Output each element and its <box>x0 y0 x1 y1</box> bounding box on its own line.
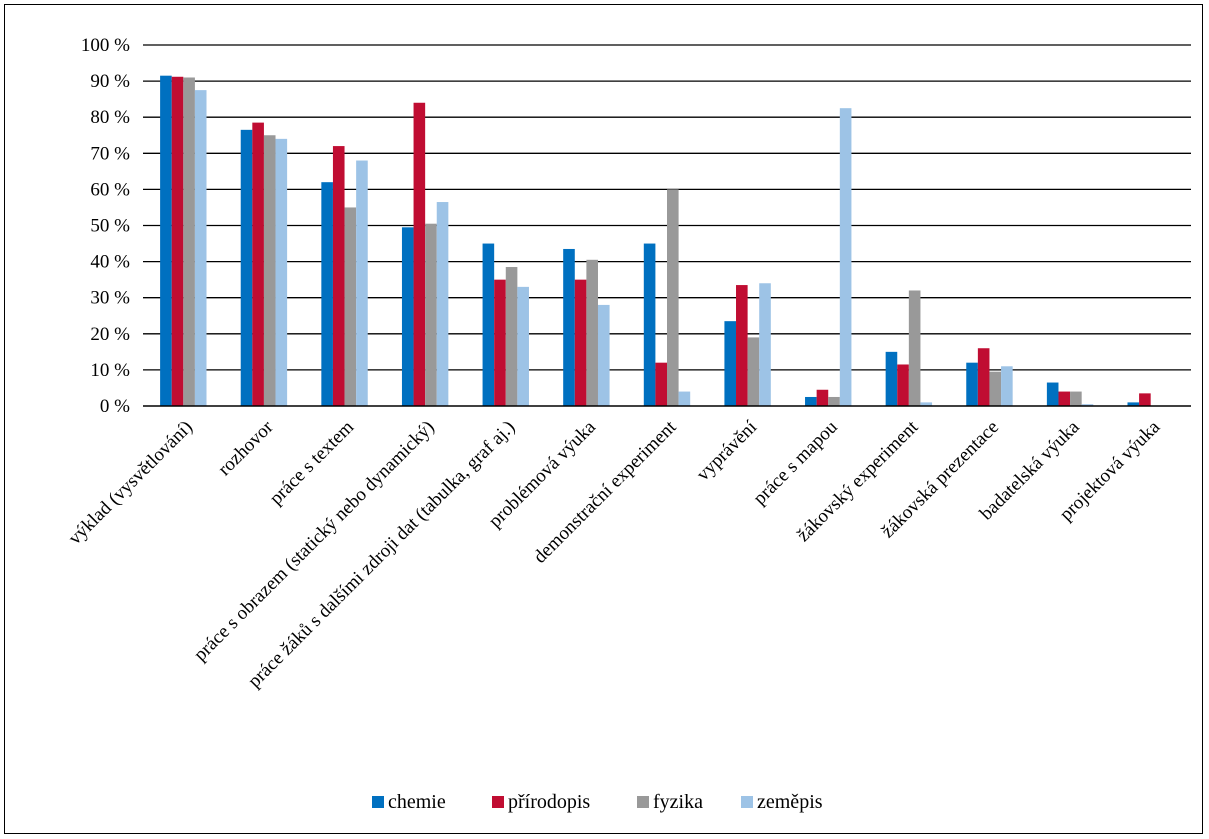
bar-přírodopis <box>655 362 667 406</box>
bar-chemie <box>724 321 737 406</box>
legend-label-fyzika: fyzika <box>653 791 703 813</box>
bar-zeměpis <box>1081 404 1094 406</box>
y-tick-label: 50 % <box>90 216 130 237</box>
bar-přírodopis <box>574 279 587 406</box>
bar-fyzika <box>1070 391 1082 406</box>
legend-swatch-fyzika <box>637 796 649 808</box>
bar-fyzika <box>908 290 921 406</box>
y-tick-label: 10 % <box>90 360 130 381</box>
y-tick-label: 30 % <box>90 288 130 309</box>
legend-label-přírodopis: přírodopis <box>508 791 590 813</box>
x-tick-label: rozhovor <box>214 416 278 480</box>
bar-chemie <box>160 75 172 406</box>
bar-series <box>160 75 1151 407</box>
bar-přírodopis <box>332 146 345 406</box>
bar-fyzika <box>183 77 195 407</box>
gridlines <box>143 44 1191 371</box>
bar-fyzika <box>505 267 518 406</box>
bar-přírodopis <box>1139 393 1151 406</box>
x-tick-label: demonstrační experiment <box>530 416 682 568</box>
bar-zeměpis <box>920 402 933 406</box>
bar-zeměpis <box>275 138 288 407</box>
y-tick-label: 100 % <box>81 35 130 56</box>
legend: chemie přírodopis fyzika zeměpis <box>372 791 823 813</box>
legend-swatch-chemie <box>372 796 384 808</box>
bar-přírodopis <box>816 389 829 406</box>
bar-zeměpis <box>194 90 207 406</box>
bar-fyzika <box>667 189 679 406</box>
bar-chemie <box>885 351 898 406</box>
bar-zeměpis <box>678 391 691 406</box>
bar-fyzika <box>989 371 1002 406</box>
bar-zeměpis <box>597 304 610 406</box>
bar-zeměpis <box>517 286 529 406</box>
bar-chemie <box>240 129 253 406</box>
bar-přírodopis <box>171 76 184 406</box>
bar-chemie <box>966 362 978 406</box>
bar-fyzika <box>828 396 840 406</box>
bar-zeměpis <box>759 283 771 406</box>
legend-swatch-zeměpis <box>741 796 753 808</box>
y-tick-label: 40 % <box>90 252 130 273</box>
y-tick-label: 60 % <box>90 179 130 200</box>
bar-fyzika <box>747 337 760 406</box>
bar-zeměpis <box>356 160 368 406</box>
y-tick-label: 90 % <box>90 71 130 92</box>
bar-přírodopis <box>1058 391 1071 406</box>
y-tick-label: 70 % <box>90 143 130 164</box>
bar-přírodopis <box>494 279 506 406</box>
y-tick-label: 20 % <box>90 324 130 345</box>
bar-fyzika <box>263 135 276 406</box>
y-tick-label: 0 % <box>100 396 130 417</box>
bar-fyzika <box>586 259 598 406</box>
bar-fyzika <box>425 223 437 406</box>
bar-přírodopis <box>413 102 426 406</box>
bar-přírodopis <box>977 348 990 406</box>
bar-zeměpis <box>436 202 449 406</box>
bar-chemie <box>563 248 575 406</box>
bar-chemie <box>805 396 817 406</box>
bar-zeměpis <box>1001 366 1013 406</box>
bar-přírodopis <box>736 285 748 406</box>
y-tick-label: 80 % <box>90 107 130 128</box>
x-tick-label: výklad (vysvětlování) <box>64 417 196 549</box>
bar-chemie <box>482 243 495 406</box>
y-axis-tick-labels: 0 % 10 % 20 % 30 % 40 % 50 % 60 % 70 % 80 % 90 % 1… <box>81 35 130 417</box>
bar-chemie <box>321 182 333 406</box>
bar-chemie <box>643 243 656 406</box>
bar-chemie <box>401 227 414 406</box>
x-tick-label: vyprávění <box>693 416 762 485</box>
bar-fyzika <box>344 207 357 406</box>
legend-swatch-přírodopis <box>492 796 504 808</box>
bar-chemie <box>1046 382 1059 406</box>
legend-label-zeměpis: zeměpis <box>757 791 823 813</box>
bar-přírodopis <box>897 364 909 406</box>
bar-přírodopis <box>252 122 264 407</box>
legend-label-chemie: chemie <box>388 791 446 813</box>
bar-chemie <box>1127 402 1140 406</box>
bar-zeměpis <box>839 108 852 407</box>
